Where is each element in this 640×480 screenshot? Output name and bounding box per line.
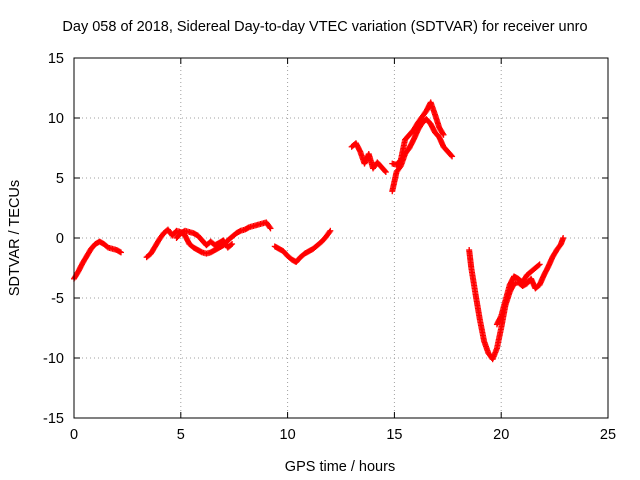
data-marker — [448, 152, 455, 159]
data-marker — [265, 223, 272, 229]
data-marker — [155, 238, 162, 245]
data-marker — [534, 263, 541, 270]
data-marker — [556, 243, 563, 250]
data-marker — [326, 229, 333, 235]
data-marker — [184, 228, 191, 235]
data-marker — [381, 167, 388, 174]
data-marker — [530, 266, 537, 273]
data-marker — [431, 110, 438, 117]
data-marker — [426, 119, 433, 126]
data-series — [348, 140, 389, 175]
data-marker — [447, 151, 454, 158]
data-series — [71, 238, 124, 282]
data-marker — [295, 256, 302, 263]
y-tick-label: 5 — [56, 171, 64, 187]
x-tick-label: 5 — [177, 427, 185, 443]
data-series — [173, 227, 236, 251]
data-series — [271, 227, 334, 265]
data-marker — [321, 235, 328, 242]
data-marker — [86, 248, 93, 255]
x-tick-label: 10 — [280, 427, 296, 443]
data-marker — [257, 221, 264, 227]
y-tick-label: 15 — [48, 51, 64, 67]
axis-ticks: 0 5 10 15 20 25 -15 -10 -5 0 5 10 15 — [43, 51, 616, 443]
data-marker — [266, 224, 273, 231]
data-marker — [226, 242, 233, 249]
data-marker — [417, 116, 424, 123]
data-marker — [226, 235, 233, 242]
data-marker — [559, 236, 566, 243]
data-series — [389, 99, 447, 168]
data-marker — [150, 245, 157, 252]
data-marker — [253, 222, 260, 229]
data-marker — [171, 229, 178, 236]
data-marker — [535, 262, 542, 269]
data-marker — [316, 240, 323, 247]
data-marker — [188, 242, 195, 249]
data-marker — [103, 242, 110, 249]
y-tick-label: -15 — [43, 411, 64, 427]
data-marker — [522, 274, 529, 281]
data-marker — [396, 158, 403, 165]
y-axis-label: SDTVAR / TECUs — [7, 180, 23, 296]
y-tick-label: -5 — [51, 291, 64, 307]
x-axis-label: GPS time / hours — [285, 459, 395, 475]
data-marker — [286, 254, 293, 261]
data-marker — [413, 122, 420, 129]
data-marker — [299, 252, 306, 259]
data-points — [71, 99, 567, 363]
data-marker — [231, 232, 238, 238]
data-marker — [434, 132, 441, 139]
data-marker — [382, 168, 389, 175]
x-tick-label: 15 — [386, 427, 402, 443]
data-marker — [312, 244, 319, 250]
x-tick-label: 20 — [493, 427, 509, 443]
data-marker — [480, 336, 487, 343]
data-marker — [408, 128, 415, 135]
data-marker — [227, 241, 234, 248]
data-marker — [282, 251, 289, 258]
plot-frame — [73, 57, 609, 419]
data-marker — [145, 252, 152, 259]
y-tick-label: -10 — [43, 351, 64, 367]
data-marker — [73, 271, 80, 277]
data-marker — [439, 130, 446, 137]
data-marker — [439, 129, 446, 136]
data-marker — [159, 232, 166, 239]
data-marker — [116, 248, 123, 255]
data-marker — [421, 110, 428, 117]
data-marker — [249, 223, 255, 230]
data-marker — [325, 230, 332, 237]
data-marker — [396, 165, 403, 172]
y-tick-label: 10 — [48, 111, 64, 127]
data-marker — [525, 270, 532, 277]
data-marker — [493, 346, 500, 353]
data-marker — [502, 298, 509, 305]
x-tick-label: 0 — [70, 427, 78, 443]
data-marker — [82, 255, 89, 262]
data-marker — [552, 249, 559, 256]
x-tick-label: 25 — [600, 427, 616, 443]
y-tick-label: 0 — [56, 231, 64, 247]
data-series — [493, 261, 543, 328]
chart-title: Day 058 of 2018, Sidereal Day-to-day VTE… — [62, 19, 587, 35]
data-marker — [534, 283, 541, 290]
data-marker — [108, 245, 115, 252]
